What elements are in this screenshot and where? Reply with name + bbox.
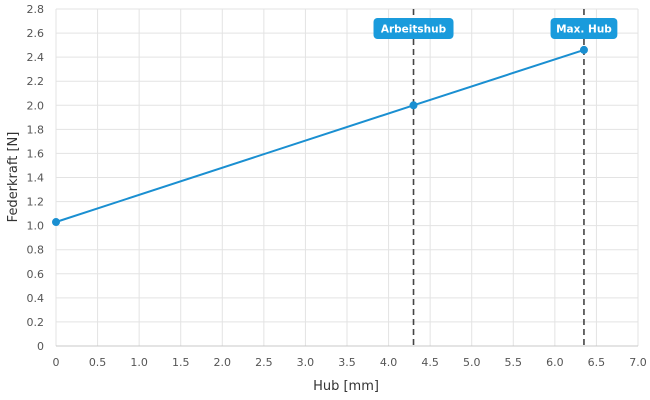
data-point: [579, 45, 588, 54]
series-line: [55, 48, 585, 223]
y-tick-label: 2.4: [27, 51, 45, 64]
grid: [55, 8, 639, 347]
y-tick-label: 0.6: [27, 268, 45, 281]
y-tick-label: 0.2: [27, 316, 45, 329]
y-tick-label: 1.2: [27, 196, 45, 209]
y-tick-label: 1.8: [27, 123, 45, 136]
y-axis-ticks: 0 0.2 0.4 0.6 0.8 1.0 1.2 1.4 1.6 1.8 2.0 2.2 2.4 2.6…: [27, 3, 45, 353]
y-tick-label: 1.6: [27, 147, 45, 160]
marker-badges: Arbeitshub Max. Hub: [373, 18, 618, 39]
y-axis-title: Federkraft [N]: [6, 132, 21, 223]
x-tick-label: 5.0: [463, 356, 481, 369]
y-tick-label: 2.6: [27, 27, 45, 40]
x-tick-label: 3.5: [338, 356, 356, 369]
x-tick-label: 1.5: [172, 356, 190, 369]
y-tick-label: 1.0: [27, 220, 45, 233]
x-tick-label: 1.0: [130, 356, 148, 369]
x-tick-label: 2.5: [255, 356, 273, 369]
y-tick-label: 0.8: [27, 244, 45, 257]
marker-badge: [373, 18, 454, 39]
x-tick-label: 6.5: [588, 356, 606, 369]
x-tick-label: 3.0: [297, 356, 315, 369]
y-tick-label: 1.4: [27, 172, 45, 185]
x-tick-label: 4.0: [380, 356, 398, 369]
x-axis-ticks: 0 0.5 1.0 1.5 2.0 2.5 3.0 3.5 4.0 4.5 5.0 5.5 6.0 6.5…: [53, 356, 647, 369]
x-tick-label: 6.0: [546, 356, 564, 369]
x-tick-label: 0: [53, 356, 60, 369]
y-tick-label: 2.0: [27, 99, 45, 112]
y-tick-label: 0.4: [27, 292, 45, 305]
y-tick-label: 2.8: [27, 3, 45, 16]
data-point: [409, 101, 418, 110]
x-axis-title: Hub [mm]: [313, 379, 379, 394]
series-layer: [52, 45, 588, 227]
y-tick-label: 2.2: [27, 75, 45, 88]
x-tick-label: 0.5: [89, 356, 107, 369]
x-tick-label: 7.0: [629, 356, 647, 369]
x-tick-label: 4.5: [421, 356, 439, 369]
marker-badge: [550, 18, 618, 39]
marker-lines: [412, 9, 585, 346]
y-tick-label: 0: [37, 340, 44, 353]
marker-badge-label: Max. Hub: [556, 24, 612, 36]
marker-badge-label: Arbeitshub: [381, 24, 447, 36]
x-tick-label: 2.0: [214, 356, 232, 369]
x-tick-label: 5.5: [505, 356, 523, 369]
data-point: [52, 218, 60, 227]
